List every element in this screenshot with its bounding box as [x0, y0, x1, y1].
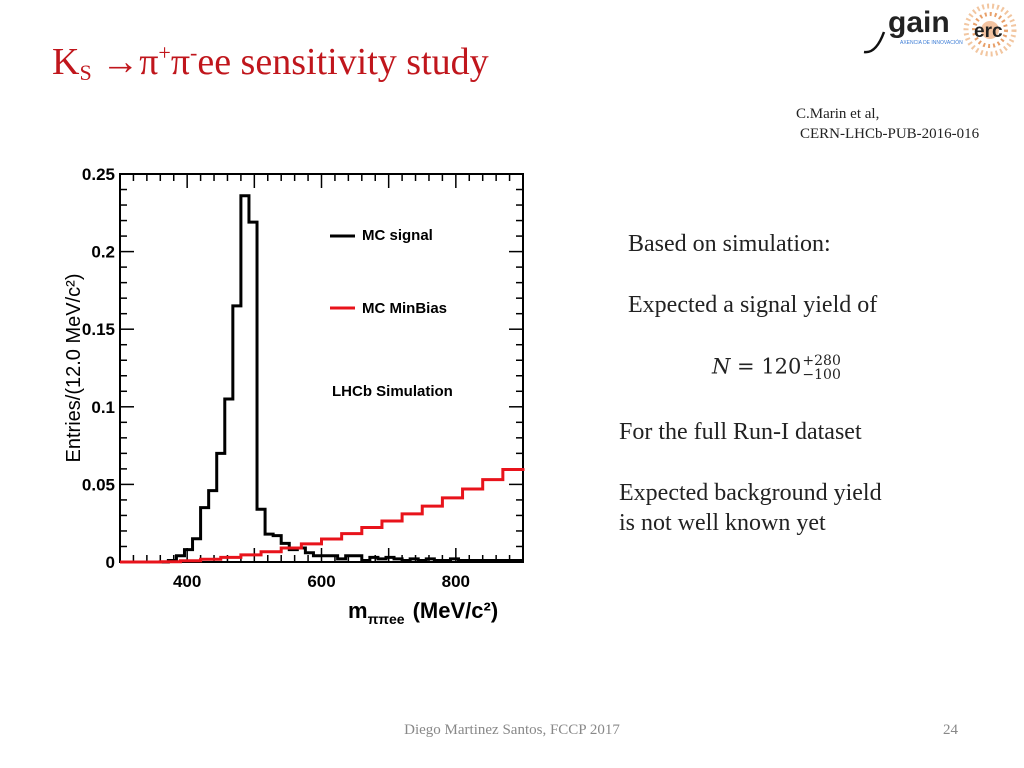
- title-rest: ee sensitivity study: [197, 41, 489, 83]
- expected-signal-text: Expected a signal yield of: [628, 292, 878, 318]
- erc-logo-dot: [963, 3, 1017, 57]
- formula-lhs: 𝑁 = 120: [712, 354, 802, 379]
- annotation-lhcb-simulation: LHCb Simulation: [332, 383, 453, 400]
- title-minus: -: [190, 40, 198, 65]
- legend: MC signal MC MinBias: [330, 227, 447, 317]
- title-pi: π: [170, 41, 190, 83]
- x-axis-label-sub: ππee: [368, 611, 405, 627]
- background-text-line1: Expected background yield: [619, 480, 882, 506]
- formula-lower: −100: [802, 367, 841, 383]
- y-tick-label: 0.1: [91, 398, 115, 417]
- full-run-text: For the full Run-I dataset: [619, 419, 862, 445]
- x-tick-label: 600: [307, 572, 335, 591]
- formula-upper: +280: [802, 353, 841, 369]
- x-axis-label-unit: (MeV/c²): [413, 598, 499, 623]
- reference-id: CERN-LHCb-PUB-2016-016: [800, 126, 980, 142]
- erc-logo: erc: [963, 3, 1017, 57]
- series-mc-signal: [120, 194, 523, 564]
- x-axis-label-text: mππee (MeV/c²): [348, 598, 498, 627]
- based-on-text: Based on simulation:: [628, 231, 831, 257]
- plot-frame: [119, 173, 524, 563]
- x-tick-label: 800: [442, 572, 470, 591]
- footer: Diego Martinez Santos, FCCP 2017: [404, 722, 620, 738]
- legend-label-minbias: MC MinBias: [362, 300, 447, 317]
- title-plus: +: [158, 40, 171, 65]
- background-text: Expected background yield is not well kn…: [619, 478, 882, 538]
- gain-logo: gain: [888, 6, 950, 39]
- title-k-sub: S: [79, 60, 92, 85]
- logos: gain AXENCIA DE INNOVACIÓN erc: [863, 3, 1017, 57]
- legend-label-signal: MC signal: [362, 227, 433, 244]
- slide-title: KS →π+π-ee sensitivity study: [52, 40, 489, 86]
- reference: C.Marin et al, CERN-LHCb-PUB-2016-016: [796, 104, 979, 144]
- formula-limits: +280 −100: [802, 354, 840, 382]
- title-k: K: [52, 41, 80, 83]
- y-tick-label: 0.2: [91, 243, 115, 262]
- gain-logo-tag: AXENCIA DE INNOVACIÓN: [900, 39, 963, 46]
- erc-logo-dot: [981, 21, 999, 39]
- x-axis-label: mππee (MeV/c²): [348, 598, 498, 627]
- erc-logo-dot: [972, 12, 1008, 48]
- y-tick-label: 0.25: [82, 165, 115, 184]
- mass-distribution-chart: 400 600 800 0 0.05 0.1 0.15 0.2 0.25 Entries/(12…: [63, 165, 525, 627]
- erc-logo-text: erc: [974, 21, 1003, 42]
- y-axis-label: Entries/(12.0 MeV/c²): [63, 274, 85, 463]
- y-tick-label: 0: [106, 553, 115, 572]
- x-tick-label: 400: [173, 572, 201, 591]
- signal-yield-formula: 𝑁 = 120 +280 −100: [712, 354, 841, 382]
- title-arrow: →π: [91, 41, 159, 83]
- background-text-line2: is not well known yet: [619, 510, 826, 536]
- reference-authors: C.Marin et al,: [796, 106, 880, 122]
- y-tick-label: 0.15: [82, 320, 115, 339]
- gain-logo-swoosh: [863, 31, 886, 54]
- page-number: 24: [943, 722, 958, 738]
- series-mc-minbias: [120, 468, 525, 564]
- y-tick-label: 0.05: [82, 475, 115, 494]
- x-axis-label-main: m: [348, 598, 368, 623]
